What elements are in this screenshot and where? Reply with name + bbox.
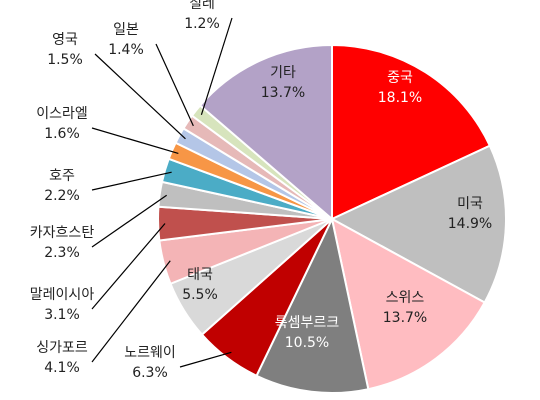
slice-value-label: 1.2% [184,16,220,32]
slice-name-label: 기타 [270,65,296,81]
pie-slice [331,43,492,221]
slice-value-label: 13.7% [261,85,305,101]
slice-value-label: 18.1% [378,90,422,106]
leader-line [91,127,179,155]
slice-value-label: 3.1% [44,307,80,323]
slice-value-label: 6.3% [132,365,168,381]
slice-value-label: 13.7% [383,310,427,326]
slice-name-label: 태국 [187,267,213,283]
slice-name-label: 싱가포르 [36,340,88,356]
slice-value-label: 4.1% [44,360,80,376]
slice-name-label: 일본 [113,22,139,38]
slice-name-label: 이스라엘 [36,106,88,122]
leader-lines [91,17,233,368]
slice-name-label: 스위스 [386,290,425,306]
slice-labels: 중국 18.1% 미국 14.9% 스위스 13.7% 룩셈부르크 10.5% 노르웨이 6.3%… [30,0,492,381]
slice-name-label: 미국 [457,196,483,212]
slice-value-label: 14.9% [448,216,492,232]
slice-name-label: 말레이시아 [30,287,95,303]
leader-line [91,171,172,191]
leader-line [155,43,194,127]
slice-value-label: 1.5% [47,52,83,68]
slice-value-label: 1.4% [108,42,144,58]
slice-value-label: 10.5% [285,335,329,351]
slice-name-label: 중국 [387,70,413,86]
leader-line [94,53,186,140]
leader-line [91,260,171,363]
leader-line [179,351,232,368]
leader-line [91,223,166,310]
pie-slice [255,215,370,394]
leader-line [91,194,168,248]
slice-value-label: 2.2% [44,188,80,204]
slice-value-label: 2.3% [44,245,80,261]
slice-name-label: 칠레 [189,0,215,12]
slice-name-label: 카자흐스탄 [30,225,95,241]
slice-name-label: 노르웨이 [124,345,176,361]
pie-slice [329,144,507,304]
pie-slice [330,217,487,391]
slice-value-label: 1.6% [44,126,80,142]
slice-name-label: 영국 [52,32,78,48]
slice-name-label: 호주 [49,168,75,184]
leader-line [200,17,233,116]
pie-slices [157,43,507,394]
slice-name-label: 룩셈부르크 [275,315,340,331]
slice-value-label: 5.5% [182,287,218,303]
